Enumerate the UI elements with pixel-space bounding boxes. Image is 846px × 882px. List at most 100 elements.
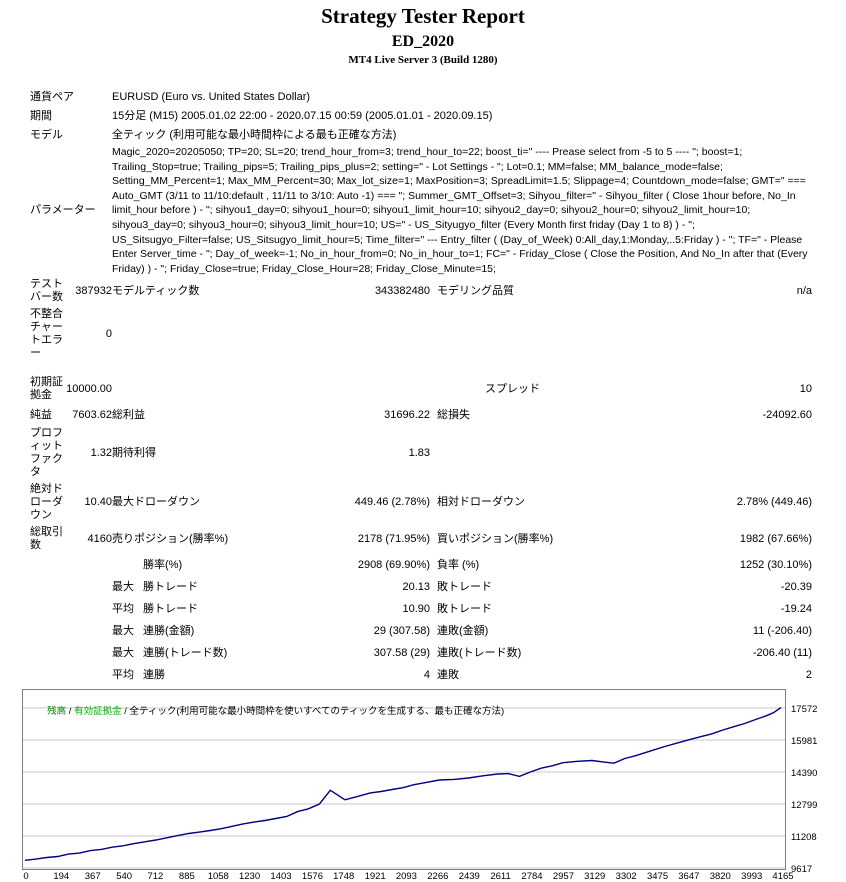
x-axis-label: 2266 (427, 871, 449, 882)
short-positions-label: 売りポジション(勝率%) (112, 532, 229, 545)
x-axis-label: 885 (178, 871, 195, 882)
x-axis-label: 712 (147, 871, 164, 882)
gross-profit-value: 31696.22 (384, 409, 430, 422)
chart-legend: 残高 / 有効証拠金 / 全ティック(利用可能な最小時間枠を使いすべてのティック… (26, 692, 504, 728)
x-axis-label: 2784 (521, 871, 543, 882)
average-win-label: 勝トレード (143, 602, 198, 615)
gross-profit-label: 総利益 (112, 409, 145, 422)
spread-label: スプレッド (485, 382, 540, 395)
x-axis-label: 3647 (678, 871, 700, 882)
balance-curve-svg (23, 706, 785, 869)
largest-loss-value: -20.39 (780, 580, 812, 593)
row-bars-ticks-quality: テストバー数 387932 モデルティック数 343382480 モデリング品質… (30, 276, 812, 306)
row-drawdown: 絶対ドローダウン 10.40 最大ドローダウン 449.46 (2.78%) 相… (30, 481, 812, 524)
x-axis-label: 2439 (458, 871, 480, 882)
symbol-label: 通貨ペア (30, 91, 74, 103)
expected-payoff-value: 1.83 (408, 446, 430, 459)
legend-separator: / (121, 706, 130, 717)
max-consec-count-modifier: 最大 (112, 646, 134, 659)
x-axis-label: 1576 (301, 871, 324, 882)
deposit-value: 10000.00 (66, 382, 112, 395)
loss-trades-value: 1252 (30.10%) (739, 558, 812, 571)
max-consec-money-modifier: 最大 (112, 624, 134, 637)
row-mismatch-errors: 不整合チャートエラー 0 (30, 306, 812, 362)
y-axis-label: 15981 (791, 736, 818, 747)
x-axis-label: 1230 (238, 871, 261, 882)
loss-trades-label: 負率 (%) (437, 558, 480, 571)
balance-curve (24, 706, 782, 861)
net-profit-value: 7603.62 (72, 409, 112, 422)
row-max-consecutive-money: 最大 連勝(金額) 29 (307.58) 連敗(金額) 11 (-206.40… (30, 620, 812, 642)
row-deposit-spread: 初期証拠金 10000.00 スプレッド 10 (30, 374, 812, 404)
row-avg-consecutive: 平均 連勝 4 連敗 2 (30, 664, 812, 686)
x-axis-label: 1058 (207, 871, 229, 882)
y-axis-label: 11208 (791, 832, 817, 843)
quality-label: モデリング品質 (437, 284, 514, 297)
report-table: 通貨ペア EURUSD (Euro vs. United States Doll… (30, 88, 812, 686)
balance-chart: 残高 / 有効証拠金 / 全ティック(利用可能な最小時間枠を使いすべてのティック… (22, 689, 842, 882)
row-model: モデル 全ティック (利用可能な最小時間枠による最も正確な方法) (30, 126, 812, 145)
x-axis-label: 1748 (333, 871, 355, 882)
max-consec-money-win-label: 連勝(金額) (143, 624, 195, 637)
row-period: 期間 15分足 (M15) 2005.01.02 22:00 - 2020.07… (30, 107, 812, 126)
model-label: モデル (30, 129, 63, 141)
period-label: 期間 (30, 110, 52, 122)
max-consec-money-loss-label: 連敗(金額) (437, 624, 489, 637)
largest-loss-label: 敗トレード (437, 580, 492, 593)
chart-plot-area: 残高 / 有効証拠金 / 全ティック(利用可能な最小時間枠を使いすべてのティック… (22, 689, 786, 870)
mismatch-value: 0 (105, 327, 112, 340)
avg-consec-loss-label: 連敗 (437, 668, 459, 681)
x-axis-label: 0 (23, 871, 29, 882)
parameters-label: パラメーター (30, 204, 96, 217)
x-axis-label: 1921 (364, 871, 386, 882)
row-win-loss-rate: 勝率(%) 2908 (69.90%) 負率 (%) 1252 (30.10%) (30, 554, 812, 576)
chart-x-axis: 0 194 367 540 712 885 1058 1230 1403 1576 1748 1921… (23, 871, 793, 882)
server-build-label: MT4 Live Server 3 (Build 1280) (348, 54, 498, 66)
relative-drawdown-value: 2.78% (449.46) (736, 496, 812, 509)
net-profit-label: 純益 (30, 409, 52, 422)
y-axis-label: 17572 (791, 704, 818, 715)
symbol-value: EURUSD (Euro vs. United States Dollar) (112, 91, 311, 103)
average-loss-label: 敗トレード (437, 602, 492, 615)
maximal-drawdown-label: 最大ドローダウン (112, 496, 200, 509)
legend-balance-label: 残高 (47, 706, 67, 717)
spread-value: 10 (799, 382, 812, 395)
average-loss-value: -19.24 (780, 602, 812, 615)
legend-separator: / (66, 706, 75, 717)
avg-consec-loss-value: 2 (805, 668, 812, 681)
average-win-value: 10.90 (402, 602, 430, 615)
report-subtitle: ED_2020 (391, 33, 455, 50)
total-trades-label: 総取引数 (30, 526, 63, 552)
ticks-label: モデルティック数 (112, 284, 200, 297)
max-consec-count-loss-value: -206.40 (11) (752, 646, 812, 659)
largest-modifier: 最大 (112, 580, 134, 593)
y-axis-label: 14390 (791, 768, 818, 779)
largest-win-value: 20.13 (402, 580, 430, 593)
bars-value: 387932 (75, 284, 112, 297)
total-trades-value: 4160 (87, 532, 112, 545)
absolute-drawdown-value: 10.40 (84, 496, 112, 509)
profit-factor-label: プロフィットファクタ (30, 427, 63, 479)
max-consec-count-loss-label: 連敗(トレード数) (437, 646, 522, 659)
avg-consec-win-value: 4 (423, 668, 430, 681)
profit-trades-label: 勝率(%) (143, 558, 183, 571)
gross-loss-label: 総損失 (437, 409, 470, 422)
y-axis-label: 12799 (791, 800, 818, 811)
legend-equity-label: 有効証拠金 (74, 706, 122, 717)
max-consec-money-win-value: 29 (307.58) (373, 624, 430, 637)
row-parameters: パラメーター Magic_2020=20205050; TP=20; SL=20… (30, 145, 812, 276)
model-value: 全ティック (利用可能な最小時間枠による最も正確な方法) (112, 129, 397, 141)
row-largest-trade: 最大 勝トレード 20.13 敗トレード -20.39 (30, 576, 812, 598)
maximal-drawdown-value: 449.46 (2.78%) (354, 496, 430, 509)
period-value: 15分足 (M15) 2005.01.02 22:00 - 2020.07.15… (112, 110, 493, 122)
long-positions-value: 1982 (67.66%) (739, 532, 812, 545)
legend-method-label: 全ティック(利用可能な最小時間枠を使いすべてのティックを生成する、最も正確な方法… (129, 706, 505, 717)
largest-win-label: 勝トレード (143, 580, 198, 593)
chart-y-axis: 9617 11208 12799 14390 15981 17572 (791, 690, 841, 875)
max-consec-count-win-label: 連勝(トレード数) (143, 646, 228, 659)
x-axis-label: 3993 (741, 871, 763, 882)
x-axis-label: 3302 (615, 871, 637, 882)
row-profit: 純益 7603.62 総利益 31696.22 総損失 -24092.60 (30, 406, 812, 425)
parameters-value: Magic_2020=20205050; TP=20; SL=20; trend… (112, 146, 808, 275)
row-profit-factor: プロフィットファクタ 1.32 期待利得 1.83 (30, 425, 812, 481)
